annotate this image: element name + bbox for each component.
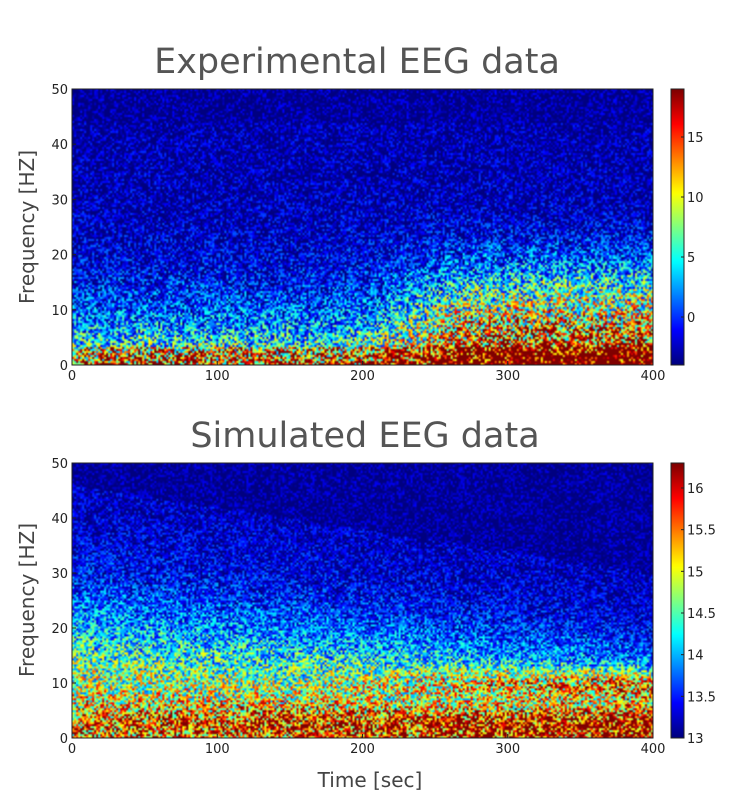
chart-1-colorbar-ticks: 0 5 10 15: [681, 131, 704, 326]
chart-1-ytick-label: 10: [51, 304, 68, 319]
chart-1-colorbar-frame: [670, 88, 685, 366]
chart-1-ytick-label: 40: [51, 138, 68, 153]
chart-1-xtick-label: 400: [641, 369, 666, 384]
chart-1-title: Experimental EEG data: [154, 42, 560, 82]
chart-2-colorbar-tick-label: 15.5: [687, 524, 716, 539]
chart-1-ytick-label: 0: [60, 359, 68, 374]
chart-1-colorbar: 0 5 10 15: [670, 88, 704, 366]
chart-1-colorbar-tick-label: 0: [687, 311, 695, 326]
chart-2-ylabel: Frequency [HZ]: [15, 523, 39, 677]
chart-1-colorbar-tick-label: 15: [687, 131, 704, 146]
chart-2-ytick-label: 40: [51, 512, 68, 527]
chart-2-xtick-label: 0: [68, 742, 76, 757]
chart-2-colorbar-tick-label: 16: [687, 482, 704, 497]
chart-2-plot: [71, 462, 654, 739]
chart-2-xtick-label: 200: [350, 742, 375, 757]
chart-2-colorbar: 13 13.5 14 14.5 15 15.5 16: [670, 462, 716, 747]
chart-1-xtick-label: 200: [350, 369, 375, 384]
chart-2-colorbar-tick-label: 15: [687, 565, 704, 580]
chart-2-colorbar-tick-label: 13: [687, 732, 704, 747]
chart-2-ytick-label: 10: [51, 677, 68, 692]
chart-2-heatmap: [72, 463, 653, 738]
chart-2-xtick-label: 100: [205, 742, 230, 757]
chart-2-xtick-label: 300: [495, 742, 520, 757]
chart-1-ytick-label: 50: [51, 83, 68, 98]
chart-1-ytick-label: 30: [51, 193, 68, 208]
chart-2-ticks: 0 100 200 300 400 0 10 20 30 40 50: [51, 457, 665, 757]
chart-1-colorbar-gradient: [671, 89, 684, 365]
chart-2-xlabel: Time [sec]: [317, 768, 423, 792]
chart-2-ytick-label: 20: [51, 622, 68, 637]
chart-2-colorbar-tick-label: 13.5: [687, 690, 716, 705]
chart-2-xtick-label: 400: [641, 742, 666, 757]
chart-1-heatmap: [72, 89, 653, 365]
chart-1-ylabel: Frequency [HZ]: [15, 150, 39, 304]
chart-2-title: Simulated EEG data: [190, 416, 539, 456]
chart-2-ytick-label: 50: [51, 457, 68, 472]
chart-2-ytick-label: 0: [60, 732, 68, 747]
chart-2-colorbar-frame: [670, 462, 685, 739]
chart-1-xtick-label: 100: [205, 369, 230, 384]
chart-2-ytick-label: 30: [51, 567, 68, 582]
chart-1-ytick-label: 20: [51, 249, 68, 264]
chart-1-xtick-label: 300: [495, 369, 520, 384]
chart-2-colorbar-ticks: 13 13.5 14 14.5 15 15.5 16: [681, 482, 716, 747]
chart-2-colorbar-tick-label: 14: [687, 649, 704, 664]
chart-2-colorbar-gradient: [671, 463, 684, 738]
chart-1-colorbar-tick-label: 5: [687, 251, 695, 266]
chart-1-xtick-label: 0: [68, 369, 76, 384]
chart-1-ticks: 0 100 200 300 400 0 10 20 30 40 50: [51, 83, 665, 384]
chart-1-colorbar-tick-label: 10: [687, 191, 704, 206]
chart-1-plot: [71, 88, 654, 366]
chart-2-colorbar-tick-label: 14.5: [687, 607, 716, 622]
